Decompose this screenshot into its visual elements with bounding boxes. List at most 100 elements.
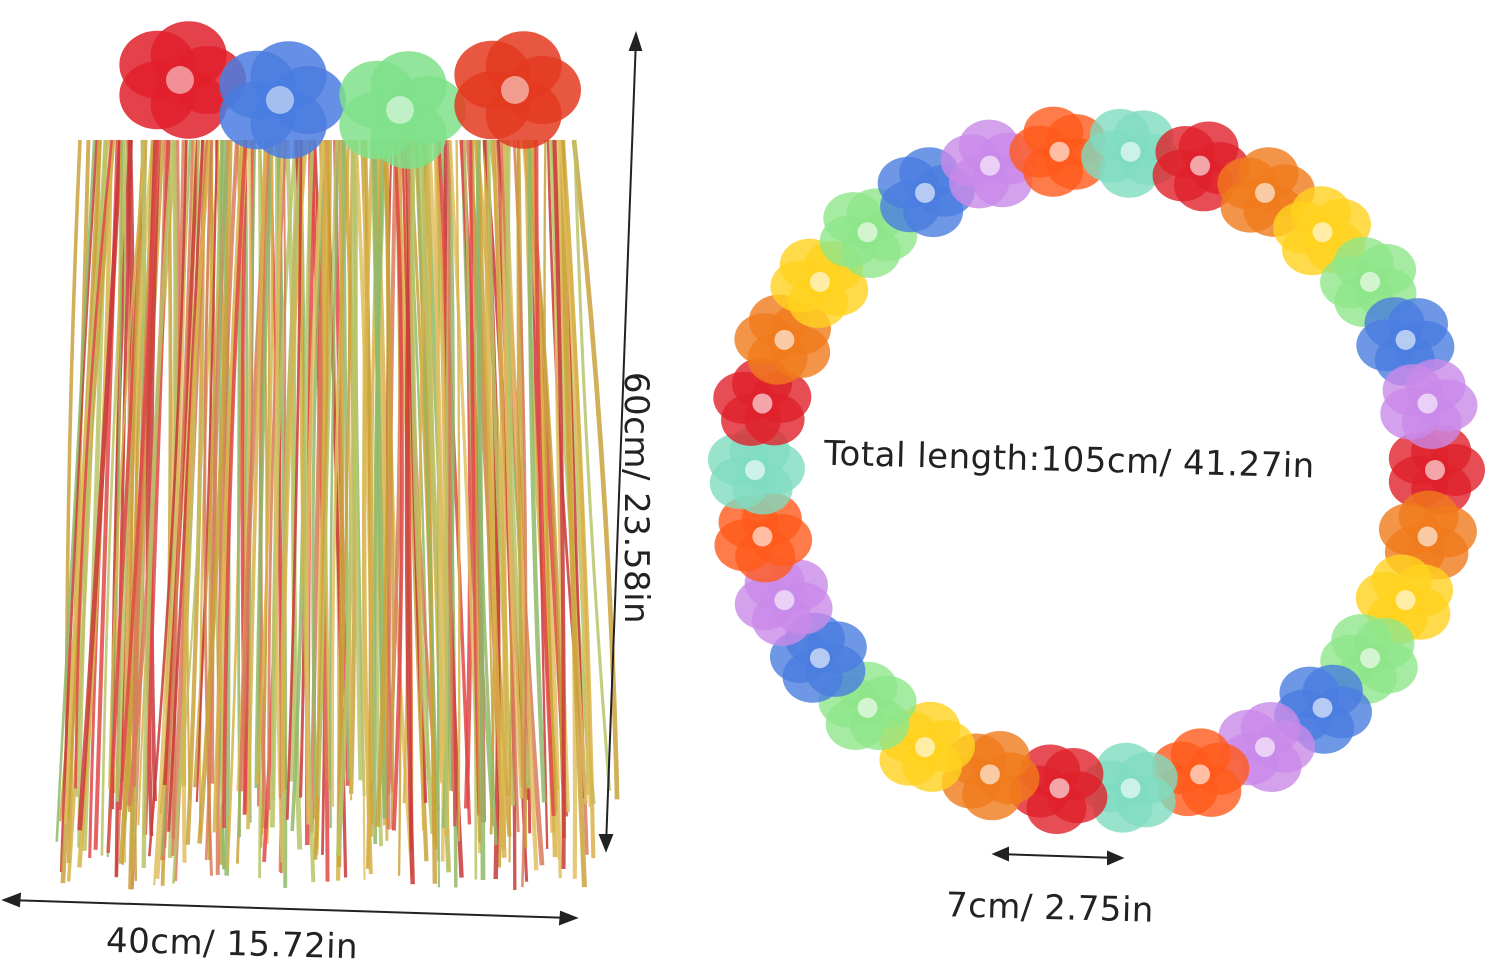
lei-flower-center — [1425, 460, 1445, 480]
skirt-strand — [108, 139, 147, 789]
lei-flower-center — [1120, 141, 1141, 162]
lei-flower-petal — [1238, 147, 1299, 200]
lei-flower-petal — [752, 514, 813, 567]
hula-skirt-strands — [55, 139, 620, 891]
skirt-strand — [427, 139, 446, 862]
skirt-strand — [472, 139, 481, 843]
skirt-strand — [55, 139, 96, 842]
skirt-strand — [197, 139, 233, 844]
lei-flower-center — [1190, 764, 1211, 785]
skirt-strand — [106, 139, 123, 858]
lei-flower-center — [857, 697, 878, 718]
hula-skirt-flower-band — [119, 21, 581, 169]
skirt-strand — [285, 139, 303, 820]
skirt-strand — [362, 139, 375, 875]
skirt-strand — [415, 139, 440, 815]
skirt-strand — [141, 139, 176, 868]
dimension-arrows — [1, 30, 1125, 926]
skirt-strand — [486, 139, 516, 806]
skirt-strand — [274, 139, 285, 863]
skirt-strand — [195, 139, 218, 803]
skirt-strand — [338, 139, 354, 784]
skirt-strand — [534, 139, 556, 816]
skirt-strand — [391, 139, 404, 831]
arrow-head-icon — [598, 834, 614, 853]
lei-flower-center — [1049, 778, 1070, 799]
lei-flower-center — [857, 222, 878, 243]
lei-flower-center — [915, 737, 935, 758]
lei-flower-center — [752, 526, 773, 547]
skirt-strand — [476, 139, 498, 846]
lei-flower-center — [1395, 329, 1416, 350]
lei-flower-petal — [734, 313, 795, 366]
lei-flower-petal — [1023, 144, 1084, 197]
skirt-strand — [203, 139, 214, 876]
skirt-strand — [433, 139, 444, 784]
skirt-strand — [491, 139, 508, 850]
skirt-height-arrow — [605, 37, 637, 847]
skirt-strand — [469, 139, 481, 816]
arrow-head-icon — [628, 30, 643, 51]
skirt-strand — [571, 139, 620, 800]
skirt-strand — [77, 139, 123, 831]
flower-center — [166, 66, 194, 94]
lei-flower-petal — [962, 768, 1023, 821]
lei-flower-center — [809, 648, 830, 669]
lei-flower-width-label: 7cm/ 2.75in — [945, 885, 1155, 931]
arrow-head-icon — [1107, 850, 1125, 866]
flower-lei — [707, 106, 1485, 835]
skirt-strand — [182, 139, 213, 787]
arrow-head-icon — [1, 892, 22, 908]
lei-flower-center — [979, 155, 1000, 176]
skirt-width-arrow — [7, 899, 573, 919]
skirt-height-label: 60cm/ 23.58in — [616, 371, 657, 625]
skirt-strand — [372, 139, 386, 845]
skirt-strand — [336, 139, 357, 857]
skirt-strand — [375, 139, 391, 827]
skirt-strand — [167, 139, 205, 832]
skirt-strand — [559, 139, 587, 888]
lei-flower-center — [1255, 182, 1275, 203]
lei-flower-center — [1312, 222, 1333, 243]
flower-center — [386, 96, 414, 124]
skirt-width-label: 40cm/ 15.72in — [105, 920, 359, 968]
flower-center — [266, 86, 294, 114]
skirt-strand — [437, 139, 472, 825]
lei-flower-center — [1417, 526, 1438, 547]
skirt-strand — [74, 139, 114, 789]
lei-flower-center — [745, 460, 765, 480]
skirt-strand — [558, 139, 591, 808]
skirt-strand — [516, 139, 525, 787]
lei-flower-center — [774, 329, 795, 350]
skirt-strand — [447, 139, 455, 792]
lei-flower-center — [1360, 648, 1381, 669]
lei-flower-center — [1120, 778, 1141, 799]
skirt-strand — [147, 139, 188, 857]
lei-flower-center — [774, 590, 795, 611]
skirt-strand — [149, 139, 161, 802]
lei-flower-center — [1190, 155, 1211, 176]
arrow-head-icon — [991, 846, 1009, 862]
skirt-strand — [543, 139, 558, 813]
lei-flower-petal — [1170, 728, 1231, 781]
skirt-strand — [254, 139, 274, 789]
lei-flower-center — [1049, 141, 1070, 162]
lei-flower-center — [1395, 590, 1416, 611]
skirt-strand — [255, 139, 274, 784]
flower-width-arrow — [997, 853, 1119, 859]
skirt-strand — [59, 139, 99, 873]
skirt-strand — [560, 139, 596, 859]
lei-flower-center — [752, 393, 773, 414]
skirt-strand — [483, 139, 507, 858]
lei-flower-center — [915, 182, 935, 203]
skirt-strand — [329, 139, 340, 829]
skirt-strand — [347, 139, 353, 801]
lei-flower-center — [1312, 697, 1333, 718]
arrow-head-icon — [558, 910, 579, 926]
skirt-strand — [455, 139, 461, 842]
skirt-strand — [573, 139, 612, 791]
lei-flower-center — [1255, 737, 1275, 758]
skirt-strand — [222, 139, 248, 829]
skirt-strand — [118, 139, 160, 811]
lei-flower-center — [979, 764, 1000, 785]
